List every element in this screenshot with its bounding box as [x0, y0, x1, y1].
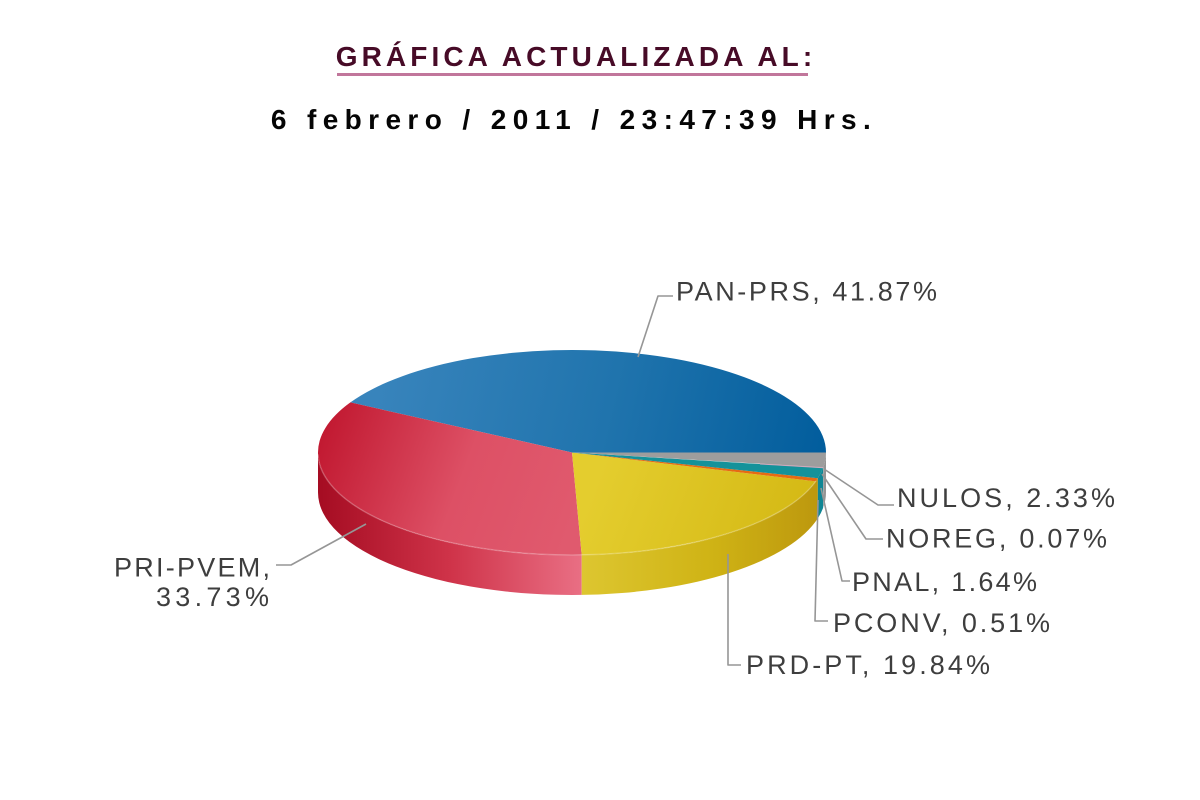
svg-text:33.73%: 33.73%	[156, 582, 269, 612]
svg-text:PRD-PT, 19.84%: PRD-PT, 19.84%	[746, 650, 990, 680]
svg-text:PAN-PRS, 41.87%: PAN-PRS, 41.87%	[676, 277, 937, 307]
svg-text:PCONV, 0.51%: PCONV, 0.51%	[833, 608, 1050, 638]
svg-text:NOREG, 0.07%: NOREG, 0.07%	[886, 524, 1107, 554]
svg-text:NULOS, 2.33%: NULOS, 2.33%	[897, 483, 1115, 513]
svg-text:PRI-PVEM,: PRI-PVEM,	[114, 553, 270, 583]
svg-text:PNAL, 1.64%: PNAL, 1.64%	[852, 567, 1037, 597]
